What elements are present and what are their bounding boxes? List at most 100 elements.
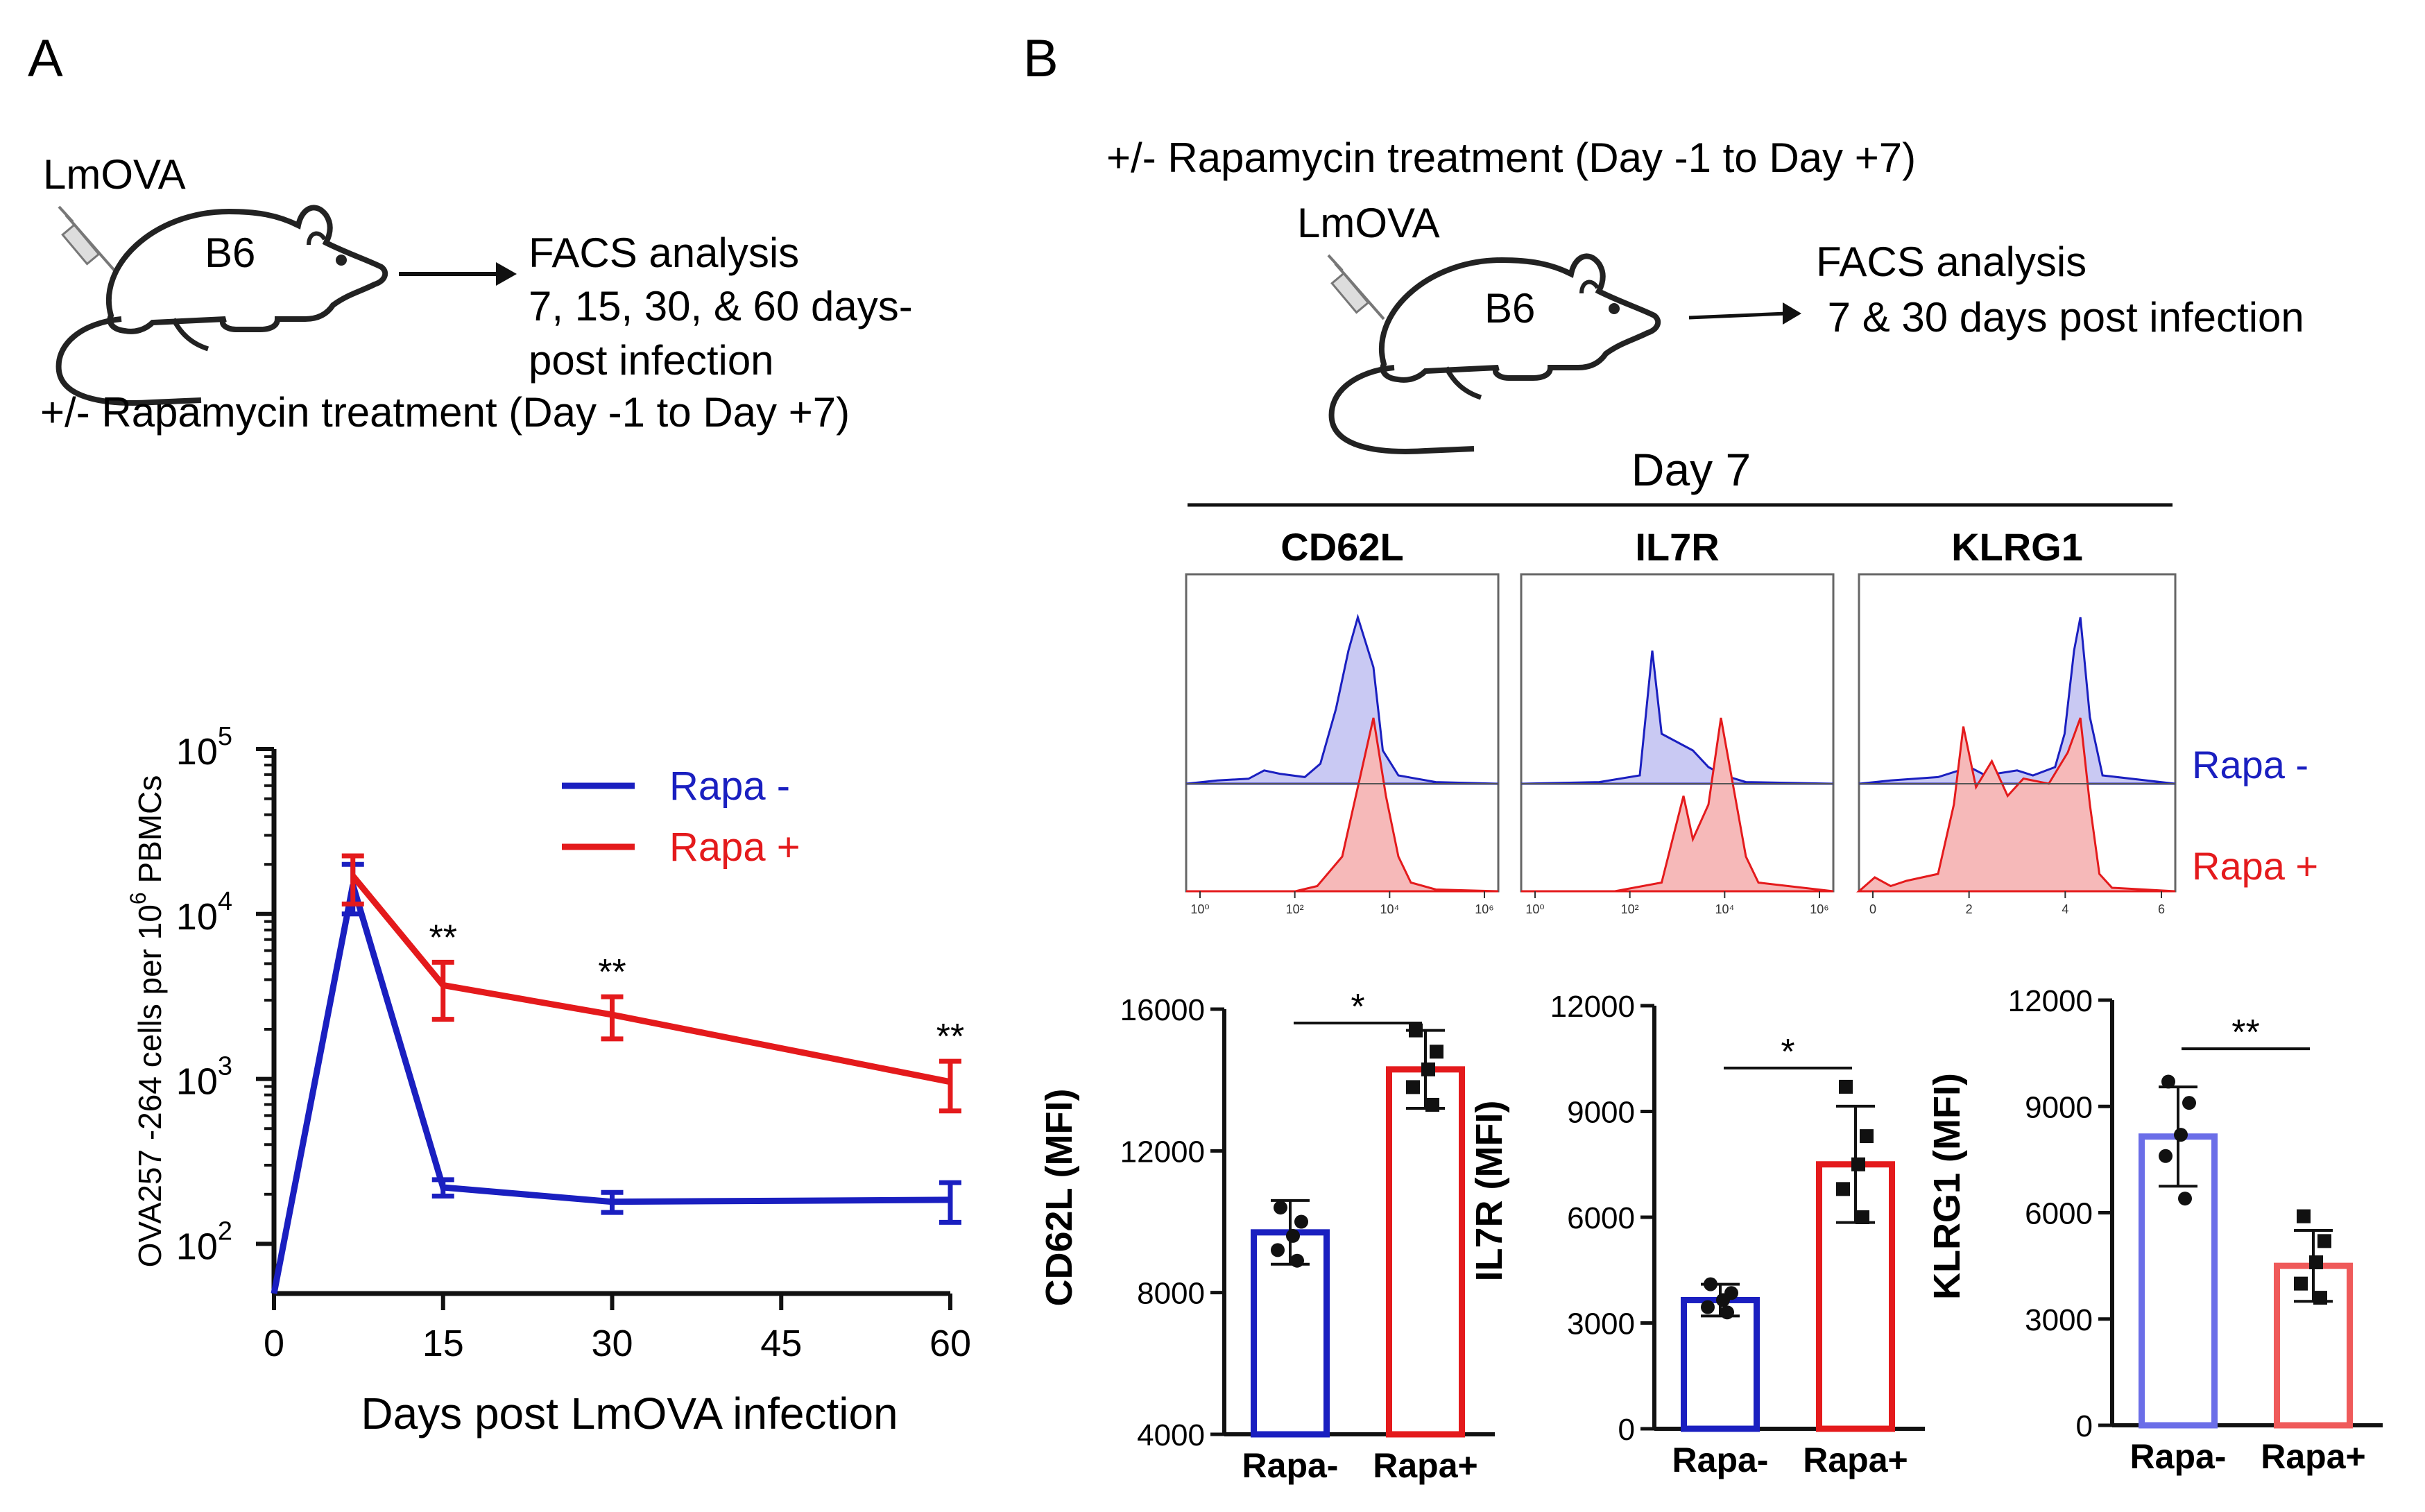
- data-point: [1430, 1045, 1443, 1059]
- x-tick-label: 60: [929, 1323, 971, 1364]
- data-point: [1704, 1277, 1717, 1291]
- data-point: [2313, 1291, 2327, 1305]
- histogram-cd62l: CD62L 10⁰ 10² 10⁴ 10⁶: [1185, 525, 1500, 916]
- y-tick-label: 104: [176, 887, 232, 938]
- x-category-label: Rapa+: [1803, 1441, 1908, 1479]
- y-tick-label: 6000: [2025, 1197, 2093, 1231]
- data-point: [2182, 1096, 2196, 1110]
- legend-label: Rapa +: [669, 825, 800, 870]
- x-tick-label: 45: [760, 1323, 802, 1364]
- histogram-tick-label: 10⁰: [1525, 902, 1544, 916]
- error-bar: [431, 959, 454, 1022]
- data-point: [1274, 1201, 1287, 1215]
- panel-a-analysis-post: post infection: [529, 337, 774, 384]
- error-bar: [431, 1177, 454, 1199]
- error-bar: [601, 994, 624, 1042]
- data-point: [2309, 1255, 2323, 1270]
- series-line-rapa-plus: [350, 874, 951, 1085]
- histogram-tick-label: 10⁴: [1715, 902, 1734, 916]
- significance-mark: **: [936, 1017, 964, 1057]
- histogram-tick-label: 0: [1869, 902, 1876, 916]
- x-category-label: Rapa+: [2261, 1437, 2365, 1476]
- significance-mark: **: [429, 918, 457, 958]
- data-point: [1294, 1214, 1308, 1229]
- y-tick-label: 103: [176, 1052, 232, 1103]
- y-tick-label: 16000: [1120, 993, 1205, 1027]
- panel-a-analysis-title: FACS analysis: [529, 230, 799, 276]
- y-axis-title: IL7R (MFI): [1468, 1101, 1510, 1282]
- significance-mark: *: [1351, 987, 1364, 1027]
- panel-b-arrow: [1688, 311, 1787, 320]
- histogram-tick-label: 6: [2158, 902, 2165, 916]
- x-tick-label: 15: [422, 1323, 464, 1364]
- panel-a-line-chart: 102 103 104 105 0 15 30 45 60 Days post LmOVA inf…: [126, 722, 971, 1438]
- marker-label: KLRG1: [1951, 525, 2083, 569]
- panel-b-analysis-title: FACS analysis: [1816, 239, 2086, 285]
- panel-b-bar-charts: 4000 8000 12000 16000 CD62L (MFI) Rapa- Rapa+ *…: [1038, 984, 2383, 1485]
- y-tick-label: 12000: [1550, 990, 1635, 1024]
- y-tick-label: 3000: [2025, 1303, 2093, 1337]
- bar-chart-klrg1: 0 3000 6000 9000 12000 KLRG1 (MFI) Rapa- Rapa+ *…: [1926, 984, 2383, 1476]
- panel-b-treatment: +/- Rapamycin treatment (Day -1 to Day +…: [1106, 135, 1916, 181]
- histogram-rapa-minus: [1185, 613, 1499, 785]
- y-tick-label: 12000: [2008, 984, 2093, 1018]
- histogram-tick-label: 10²: [1286, 902, 1304, 916]
- data-point: [1406, 1080, 1420, 1094]
- x-category-label: Rapa-: [1242, 1446, 1339, 1485]
- panel-b-agent-label: LmOVA: [1297, 200, 1440, 246]
- hist-legend-rapa-plus: Rapa +: [2192, 844, 2318, 888]
- hist-legend-rapa-minus: Rapa -: [2192, 743, 2308, 787]
- panel-a-letter: A: [28, 29, 63, 88]
- x-tick-label: 0: [264, 1323, 284, 1364]
- panel-b-letter: B: [1023, 29, 1059, 88]
- histogram-rapa-plus: [1186, 717, 1499, 893]
- histogram-tick-label: 10⁰: [1190, 902, 1209, 916]
- data-point: [1421, 1062, 1435, 1076]
- y-tick-label: 0: [2076, 1409, 2093, 1443]
- bar-chart-il7r: 0 3000 6000 9000 12000 IL7R (MFI) Rapa- Rapa+ *: [1468, 990, 1925, 1479]
- data-point: [1409, 1023, 1423, 1038]
- y-tick-label: 9000: [1567, 1096, 1635, 1130]
- histogram-rapa-minus: [1858, 617, 2176, 785]
- data-point: [1839, 1079, 1853, 1094]
- syringe-icon: [58, 205, 116, 272]
- syringe-icon: [1327, 254, 1385, 320]
- histogram-tick-label: 10²: [1621, 902, 1639, 916]
- panel-a-agent-label: LmOVA: [43, 151, 186, 198]
- data-point: [1425, 1097, 1439, 1112]
- histogram-tick-label: 10⁶: [1810, 902, 1828, 916]
- panel-b-analysis-days: 7 & 30 days post infection: [1816, 294, 2304, 341]
- data-point: [1851, 1157, 1865, 1171]
- data-point: [2294, 1276, 2308, 1291]
- x-tick-label: 30: [591, 1323, 633, 1364]
- data-point: [2159, 1149, 2173, 1163]
- y-tick-label: 8000: [1137, 1277, 1205, 1311]
- x-category-label: Rapa-: [2130, 1437, 2227, 1476]
- histogram-rapa-minus: [1520, 650, 1834, 785]
- data-point: [1856, 1210, 1869, 1224]
- series-line-rapa-minus: [271, 884, 951, 1294]
- histogram-rapa-plus: [1521, 717, 1834, 893]
- error-bar: [939, 1180, 961, 1225]
- y-tick-label: 105: [176, 722, 232, 773]
- data-point: [1286, 1228, 1300, 1243]
- data-point: [1836, 1182, 1850, 1196]
- marker-label: CD62L: [1280, 525, 1403, 569]
- panel-b-strain-label: B6: [1484, 285, 1535, 332]
- y-axis-title: OVA257 -264 cells per 106 PBMCs: [126, 775, 168, 1268]
- y-tick-label: 102: [176, 1217, 232, 1267]
- bar-rapaminus: [1681, 1296, 1760, 1432]
- y-tick-label: 9000: [2025, 1090, 2093, 1124]
- data-point: [1720, 1305, 1734, 1320]
- histogram-tick-label: 10⁴: [1380, 902, 1399, 916]
- data-point: [2317, 1234, 2331, 1248]
- data-point: [1860, 1129, 1874, 1144]
- data-point: [2178, 1192, 2192, 1206]
- panel-b-arrowhead: [1783, 302, 1801, 325]
- panel-a-schematic: LmOVA B6 FACS analysis 7, 15, 30, & 60 d…: [40, 151, 913, 436]
- day7-histograms: Day 7 CD62L 10⁰ 10² 10⁴ 10⁶ IL7R 10⁰ 10² 10⁴ 10⁶ K…: [1185, 444, 2318, 916]
- data-point: [2161, 1074, 2175, 1089]
- data-point: [1271, 1243, 1285, 1257]
- marker-label: IL7R: [1635, 525, 1719, 569]
